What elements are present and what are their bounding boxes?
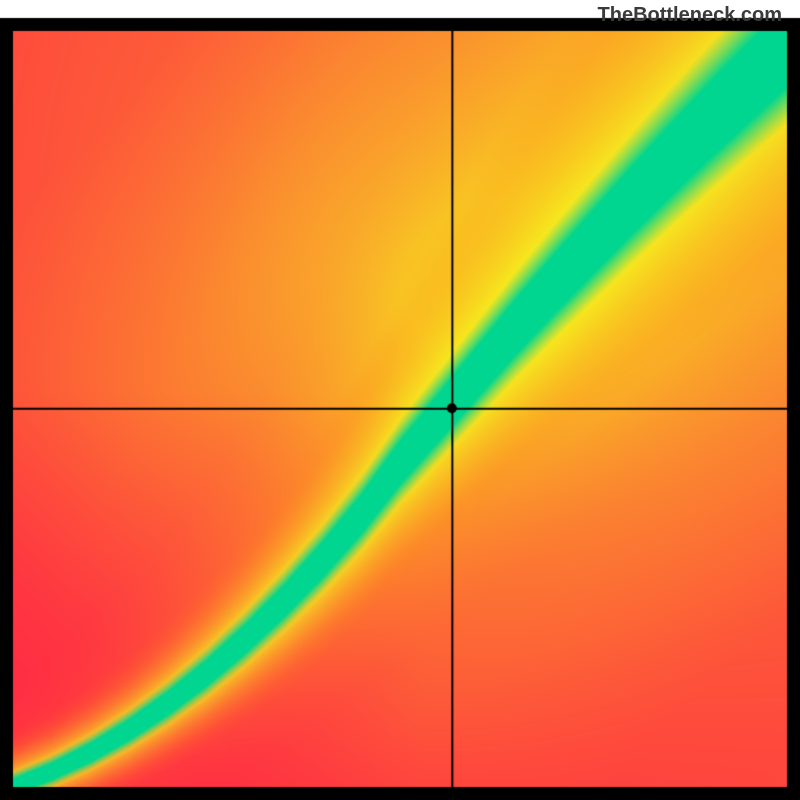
heatmap-canvas (0, 0, 800, 800)
chart-container: TheBottleneck.com (0, 0, 800, 800)
watermark-text: TheBottleneck.com (598, 4, 782, 27)
